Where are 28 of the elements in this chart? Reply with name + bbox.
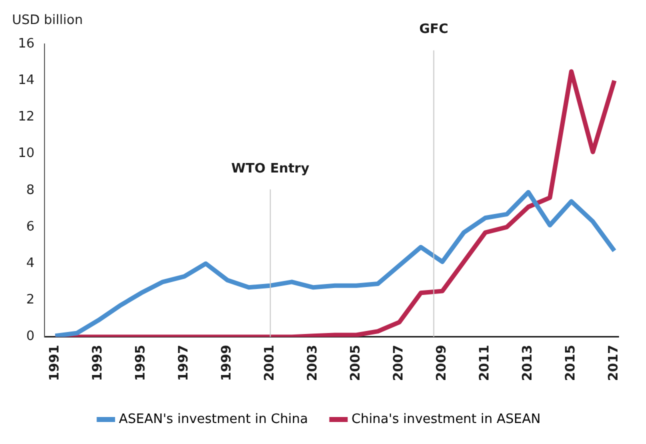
y-tick-label: 8 (26, 182, 35, 198)
x-tick-label: 2017 (606, 344, 622, 382)
x-tick-label: 2005 (348, 344, 364, 382)
y-tick-label: 2 (26, 292, 35, 308)
y-tick-label: 0 (26, 329, 35, 344)
x-tick-label: 1991 (48, 344, 63, 382)
y-tick-label: 16 (18, 36, 35, 52)
y-tick-label: 4 (26, 256, 35, 271)
x-tick-label: 2013 (520, 344, 536, 382)
y-tick-label: 10 (18, 146, 35, 162)
y-axis-title: USD billion (12, 12, 83, 28)
x-tick-label: 2011 (478, 344, 493, 382)
y-tick-label: 14 (18, 72, 35, 88)
legend-label: ASEAN's investment in China (118, 412, 308, 427)
y-tick-label: 12 (18, 110, 35, 125)
x-tick-label: 1993 (90, 344, 106, 382)
x-tick-label: 1995 (134, 344, 149, 382)
x-tick-label: 2009 (434, 344, 450, 382)
ref-line-label: WTO Entry (231, 161, 310, 176)
x-tick-label: 2007 (392, 344, 407, 382)
x-tick-label: 2015 (564, 344, 579, 382)
legend-label: China's investment in ASEAN (352, 412, 541, 427)
x-tick-label: 2003 (306, 344, 321, 382)
y-tick-label: 6 (26, 219, 35, 234)
x-tick-label: 1997 (176, 344, 192, 382)
ref-line-label: GFC (419, 22, 448, 38)
x-tick-label: 1999 (220, 344, 235, 382)
x-tick-label: 2001 (262, 344, 278, 382)
